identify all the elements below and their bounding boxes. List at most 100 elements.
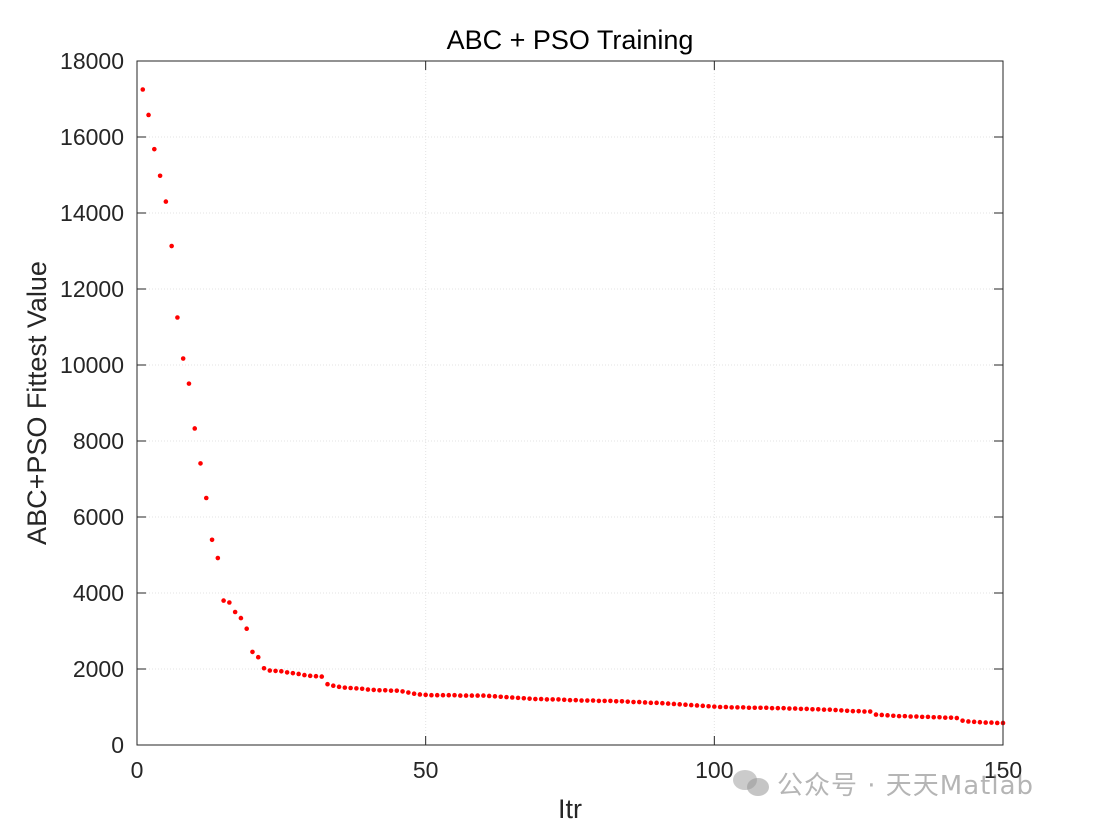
data-point	[723, 704, 729, 710]
data-point	[602, 698, 607, 704]
data-point	[804, 706, 810, 712]
data-point	[429, 692, 434, 698]
data-point	[215, 555, 221, 561]
data-point	[585, 698, 590, 703]
data-point	[717, 704, 723, 710]
data-point	[636, 699, 642, 705]
data-point	[469, 693, 475, 698]
data-point	[994, 720, 1000, 726]
data-point	[475, 693, 480, 698]
data-point	[573, 697, 579, 703]
data-point	[937, 714, 942, 720]
data-point	[908, 714, 913, 719]
data-point	[619, 699, 625, 704]
data-point	[527, 696, 532, 701]
data-point	[348, 685, 353, 691]
data-point	[175, 315, 180, 320]
data-point	[232, 609, 238, 615]
data-point	[180, 356, 186, 361]
data-point	[533, 696, 538, 702]
data-point	[879, 712, 885, 718]
data-point	[769, 705, 775, 711]
data-point	[458, 693, 463, 698]
data-point	[492, 694, 498, 699]
y-tick-label: 4000	[73, 580, 124, 606]
data-point	[163, 199, 169, 204]
x-tick-label: 100	[695, 757, 733, 783]
data-point	[279, 668, 284, 674]
data-point	[862, 709, 867, 714]
axis-ticks: 0 50 100 150 0 2000 4000 6000 8000 10000 12000 1400…	[60, 48, 1022, 783]
data-point	[186, 381, 192, 386]
data-point	[735, 705, 740, 710]
data-point	[677, 702, 682, 707]
data-point	[787, 706, 792, 711]
data-point	[515, 695, 521, 701]
data-point	[931, 714, 937, 720]
data-point	[406, 690, 411, 695]
data-point	[671, 701, 677, 707]
data-point	[625, 699, 631, 704]
y-tick-label: 0	[111, 732, 124, 758]
y-tick-label: 6000	[73, 504, 124, 530]
data-point	[238, 615, 244, 621]
data-point	[983, 720, 988, 725]
data-point	[146, 112, 151, 118]
data-point	[388, 688, 394, 693]
data-point	[758, 705, 763, 711]
data-point	[244, 626, 249, 632]
data-point	[850, 708, 856, 714]
data-point	[221, 598, 226, 603]
data-point	[498, 694, 504, 700]
data-point	[198, 461, 203, 466]
x-tick-label: 150	[984, 757, 1022, 783]
data-point	[354, 686, 359, 691]
data-point	[556, 697, 561, 702]
data-point	[827, 707, 833, 712]
y-tick-label: 14000	[60, 200, 124, 226]
data-point	[203, 495, 209, 501]
data-point	[821, 707, 827, 712]
data-point	[227, 600, 232, 605]
data-point	[302, 672, 307, 678]
data-point	[971, 719, 977, 725]
data-point	[925, 714, 931, 720]
data-point	[313, 673, 319, 679]
wechat-icon	[733, 768, 769, 798]
data-point	[261, 665, 267, 671]
data-point	[319, 674, 325, 679]
data-point	[486, 693, 492, 699]
data-point	[752, 705, 758, 711]
data-point	[706, 703, 711, 709]
data-point	[538, 696, 544, 702]
data-point	[550, 697, 555, 702]
x-axis-title: Itr	[558, 794, 582, 824]
data-point	[140, 87, 146, 92]
data-point	[902, 713, 908, 719]
data-point	[434, 692, 440, 698]
y-tick-label: 8000	[73, 428, 124, 454]
data-point	[417, 692, 423, 697]
y-axis-title: ABC+PSO Fittest Value	[22, 261, 52, 545]
data-point	[966, 719, 971, 724]
data-point	[873, 712, 879, 717]
data-point	[631, 699, 636, 705]
data-point	[608, 698, 613, 704]
data-point	[815, 706, 821, 712]
data-point	[440, 692, 446, 698]
data-point	[891, 713, 896, 719]
data-point	[423, 692, 428, 698]
data-points	[140, 87, 1006, 726]
data-point	[654, 700, 659, 706]
data-point	[561, 697, 567, 703]
data-point	[642, 700, 648, 705]
data-point	[377, 687, 382, 693]
y-tick-label: 12000	[60, 276, 124, 302]
data-point	[521, 695, 527, 701]
data-point	[700, 703, 706, 709]
data-point	[833, 707, 838, 713]
data-point	[481, 693, 486, 698]
data-point	[509, 695, 515, 700]
y-tick-label: 16000	[60, 124, 124, 150]
